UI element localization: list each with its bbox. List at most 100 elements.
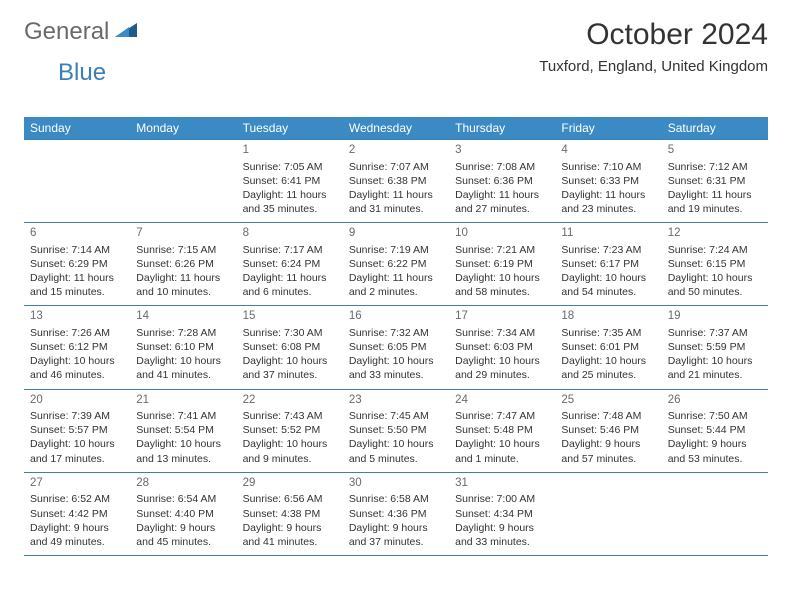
calendar-day-cell: 18Sunrise: 7:35 AMSunset: 6:01 PMDayligh… xyxy=(555,306,661,389)
day-number: 10 xyxy=(455,226,549,242)
calendar-week-row: 6Sunrise: 7:14 AMSunset: 6:29 PM Daylight… xyxy=(24,223,768,306)
sunrise-text: Sunrise: 7:14 AM xyxy=(30,243,124,257)
daylight-text: Daylight: 11 hours and 27 minutes. xyxy=(455,188,549,216)
day-number: 5 xyxy=(668,143,762,159)
daylight-text: Daylight: 11 hours and 23 minutes. xyxy=(561,188,655,216)
day-number: 1 xyxy=(243,143,337,159)
calendar-day-cell: 27Sunrise: 6:52 AMSunset: 4:42 PMDayligh… xyxy=(24,472,130,555)
calendar-day-cell: 26Sunrise: 7:50 AMSunset: 5:44 PMDayligh… xyxy=(662,389,768,472)
calendar-day-cell: 11Sunrise: 7:23 AMSunset: 6:17 PMDayligh… xyxy=(555,223,661,306)
sunrise-text: Sunrise: 7:05 AM xyxy=(243,160,337,174)
sunrise-text: Sunrise: 7:21 AM xyxy=(455,243,549,257)
sunrise-text: Sunrise: 6:56 AM xyxy=(243,492,337,506)
calendar-day-cell: 19Sunrise: 7:37 AMSunset: 5:59 PMDayligh… xyxy=(662,306,768,389)
day-number: 23 xyxy=(349,393,443,409)
calendar-header-row: SundayMondayTuesdayWednesdayThursdayFrid… xyxy=(24,117,768,140)
sunrise-text: Sunrise: 7:50 AM xyxy=(668,409,762,423)
calendar-day-cell: 24Sunrise: 7:47 AMSunset: 5:48 PMDayligh… xyxy=(449,389,555,472)
daylight-text: Daylight: 10 hours and 17 minutes. xyxy=(30,437,124,465)
day-header: Wednesday xyxy=(343,117,449,140)
calendar-day-cell: 30Sunrise: 6:58 AMSunset: 4:36 PMDayligh… xyxy=(343,472,449,555)
sunset-text: Sunset: 6:29 PM xyxy=(30,257,124,271)
sunset-text: Sunset: 5:54 PM xyxy=(136,423,230,437)
daylight-text: Daylight: 10 hours and 46 minutes. xyxy=(30,354,124,382)
sunset-text: Sunset: 4:36 PM xyxy=(349,507,443,521)
calendar-day-cell: 29Sunrise: 6:56 AMSunset: 4:38 PMDayligh… xyxy=(237,472,343,555)
day-number: 18 xyxy=(561,309,655,325)
logo: General xyxy=(24,18,139,46)
day-header: Thursday xyxy=(449,117,555,140)
calendar-day-cell: 9Sunrise: 7:19 AMSunset: 6:22 PMDaylight… xyxy=(343,223,449,306)
daylight-text: Daylight: 10 hours and 37 minutes. xyxy=(243,354,337,382)
sunrise-text: Sunrise: 7:37 AM xyxy=(668,326,762,340)
sunset-text: Sunset: 5:57 PM xyxy=(30,423,124,437)
daylight-text: Daylight: 10 hours and 5 minutes. xyxy=(349,437,443,465)
daylight-text: Daylight: 9 hours and 37 minutes. xyxy=(349,521,443,549)
day-number: 19 xyxy=(668,309,762,325)
sunset-text: Sunset: 6:22 PM xyxy=(349,257,443,271)
day-header: Tuesday xyxy=(237,117,343,140)
sunset-text: Sunset: 5:59 PM xyxy=(668,340,762,354)
calendar-day-cell: 4Sunrise: 7:10 AMSunset: 6:33 PMDaylight… xyxy=(555,140,661,223)
day-number: 20 xyxy=(30,393,124,409)
sunrise-text: Sunrise: 7:12 AM xyxy=(668,160,762,174)
daylight-text: Daylight: 11 hours and 6 minutes. xyxy=(243,271,337,299)
day-number: 13 xyxy=(30,309,124,325)
day-number: 28 xyxy=(136,476,230,492)
sunrise-text: Sunrise: 6:52 AM xyxy=(30,492,124,506)
sunset-text: Sunset: 5:50 PM xyxy=(349,423,443,437)
sunrise-text: Sunrise: 6:58 AM xyxy=(349,492,443,506)
day-number: 3 xyxy=(455,143,549,159)
sunrise-text: Sunrise: 7:39 AM xyxy=(30,409,124,423)
day-number: 31 xyxy=(455,476,549,492)
sunset-text: Sunset: 5:46 PM xyxy=(561,423,655,437)
calendar-day-cell: 28Sunrise: 6:54 AMSunset: 4:40 PMDayligh… xyxy=(130,472,236,555)
calendar-day-cell: 25Sunrise: 7:48 AMSunset: 5:46 PMDayligh… xyxy=(555,389,661,472)
calendar-day-cell: 3Sunrise: 7:08 AMSunset: 6:36 PMDaylight… xyxy=(449,140,555,223)
day-number: 16 xyxy=(349,309,443,325)
day-number: 29 xyxy=(243,476,337,492)
sunset-text: Sunset: 6:01 PM xyxy=(561,340,655,354)
sunset-text: Sunset: 6:33 PM xyxy=(561,174,655,188)
sunrise-text: Sunrise: 7:17 AM xyxy=(243,243,337,257)
daylight-text: Daylight: 10 hours and 13 minutes. xyxy=(136,437,230,465)
daylight-text: Daylight: 10 hours and 25 minutes. xyxy=(561,354,655,382)
sunset-text: Sunset: 4:34 PM xyxy=(455,507,549,521)
sunrise-text: Sunrise: 7:47 AM xyxy=(455,409,549,423)
sunrise-text: Sunrise: 7:07 AM xyxy=(349,160,443,174)
calendar-day-cell: 5Sunrise: 7:12 AMSunset: 6:31 PMDaylight… xyxy=(662,140,768,223)
sunset-text: Sunset: 4:38 PM xyxy=(243,507,337,521)
daylight-text: Daylight: 11 hours and 2 minutes. xyxy=(349,271,443,299)
daylight-text: Daylight: 9 hours and 53 minutes. xyxy=(668,437,762,465)
sunset-text: Sunset: 6:24 PM xyxy=(243,257,337,271)
sunset-text: Sunset: 4:42 PM xyxy=(30,507,124,521)
day-number: 2 xyxy=(349,143,443,159)
daylight-text: Daylight: 11 hours and 31 minutes. xyxy=(349,188,443,216)
sunset-text: Sunset: 4:40 PM xyxy=(136,507,230,521)
calendar-day-cell: 15Sunrise: 7:30 AMSunset: 6:08 PMDayligh… xyxy=(237,306,343,389)
day-number: 15 xyxy=(243,309,337,325)
sunrise-text: Sunrise: 7:34 AM xyxy=(455,326,549,340)
calendar-table: SundayMondayTuesdayWednesdayThursdayFrid… xyxy=(24,117,768,556)
sunrise-text: Sunrise: 7:28 AM xyxy=(136,326,230,340)
calendar-day-cell: 2Sunrise: 7:07 AMSunset: 6:38 PMDaylight… xyxy=(343,140,449,223)
calendar-day-cell: 23Sunrise: 7:45 AMSunset: 5:50 PMDayligh… xyxy=(343,389,449,472)
sunrise-text: Sunrise: 7:35 AM xyxy=(561,326,655,340)
calendar-day-cell: 1Sunrise: 7:05 AMSunset: 6:41 PMDaylight… xyxy=(237,140,343,223)
logo-text-general: General xyxy=(24,18,109,46)
sunset-text: Sunset: 6:36 PM xyxy=(455,174,549,188)
day-number: 26 xyxy=(668,393,762,409)
daylight-text: Daylight: 10 hours and 50 minutes. xyxy=(668,271,762,299)
sunrise-text: Sunrise: 7:32 AM xyxy=(349,326,443,340)
calendar-day-cell: 31Sunrise: 7:00 AMSunset: 4:34 PMDayligh… xyxy=(449,472,555,555)
daylight-text: Daylight: 10 hours and 58 minutes. xyxy=(455,271,549,299)
day-number: 6 xyxy=(30,226,124,242)
sunset-text: Sunset: 6:41 PM xyxy=(243,174,337,188)
calendar-empty-cell xyxy=(24,140,130,223)
sunset-text: Sunset: 5:48 PM xyxy=(455,423,549,437)
daylight-text: Daylight: 9 hours and 49 minutes. xyxy=(30,521,124,549)
day-number: 14 xyxy=(136,309,230,325)
sunset-text: Sunset: 6:15 PM xyxy=(668,257,762,271)
day-number: 12 xyxy=(668,226,762,242)
sunset-text: Sunset: 5:44 PM xyxy=(668,423,762,437)
